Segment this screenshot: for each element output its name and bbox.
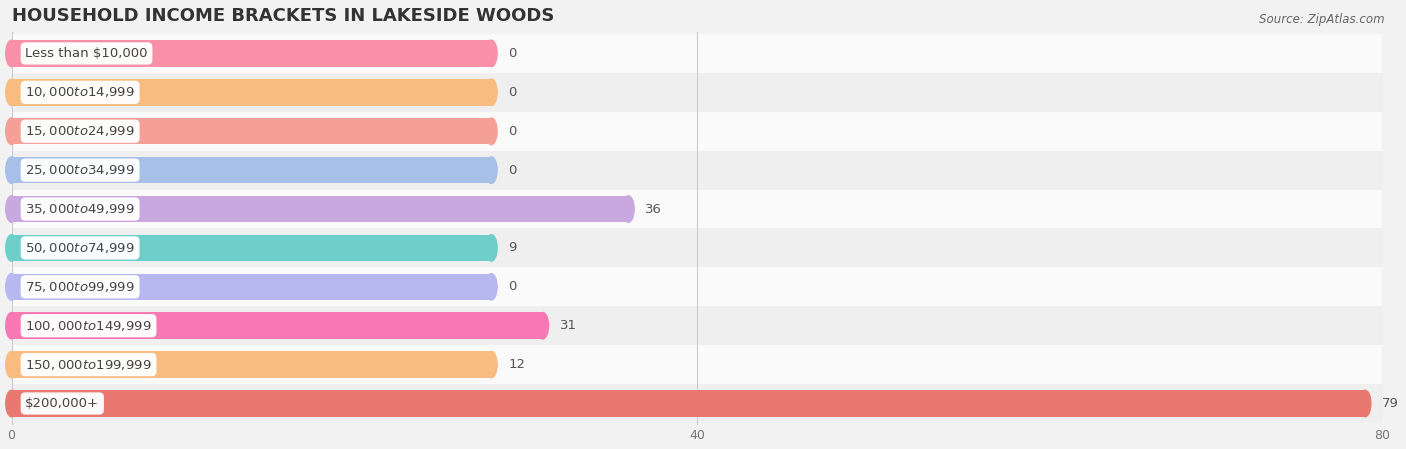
Bar [11,189,1406,229]
Bar [11,73,1406,112]
Circle shape [485,79,498,106]
Circle shape [485,40,498,66]
Bar [11,118,491,145]
Circle shape [6,118,17,145]
Text: 0: 0 [509,125,517,138]
Bar [11,345,1406,384]
Bar [11,112,1406,151]
Circle shape [6,40,17,66]
Circle shape [6,79,17,106]
Circle shape [485,352,498,378]
Text: 0: 0 [509,163,517,176]
Circle shape [6,235,17,261]
Text: $150,000 to $199,999: $150,000 to $199,999 [25,357,152,372]
Bar [11,151,1406,189]
Bar [11,157,491,183]
Text: HOUSEHOLD INCOME BRACKETS IN LAKESIDE WOODS: HOUSEHOLD INCOME BRACKETS IN LAKESIDE WO… [11,7,554,25]
Text: 12: 12 [509,358,526,371]
Circle shape [6,390,17,417]
Text: Source: ZipAtlas.com: Source: ZipAtlas.com [1260,13,1385,26]
Circle shape [485,273,498,300]
Bar [11,79,491,106]
Bar [11,196,628,222]
Text: 0: 0 [509,280,517,293]
Bar [11,34,1406,73]
Text: $100,000 to $149,999: $100,000 to $149,999 [25,319,152,333]
Circle shape [6,157,17,183]
Bar [11,384,1406,423]
Text: $75,000 to $99,999: $75,000 to $99,999 [25,280,135,294]
Bar [11,40,491,66]
Bar [11,306,1406,345]
Circle shape [485,157,498,183]
Text: 0: 0 [509,86,517,99]
Circle shape [6,273,17,300]
Circle shape [6,196,17,222]
Text: 31: 31 [560,319,576,332]
Text: 36: 36 [645,202,662,216]
Text: $15,000 to $24,999: $15,000 to $24,999 [25,124,135,138]
Circle shape [485,235,498,261]
Bar [11,267,1406,306]
Circle shape [537,313,548,339]
Bar [11,313,543,339]
Text: $35,000 to $49,999: $35,000 to $49,999 [25,202,135,216]
Text: $50,000 to $74,999: $50,000 to $74,999 [25,241,135,255]
Circle shape [623,196,634,222]
Bar [11,235,491,261]
Bar [11,229,1406,267]
Circle shape [6,313,17,339]
Bar [11,390,1365,417]
Text: 0: 0 [509,47,517,60]
Circle shape [6,352,17,378]
Circle shape [1360,390,1371,417]
Text: $200,000+: $200,000+ [25,397,100,410]
Circle shape [485,118,498,145]
Bar [11,352,491,378]
Text: 79: 79 [1382,397,1399,410]
Text: $25,000 to $34,999: $25,000 to $34,999 [25,163,135,177]
Text: 9: 9 [509,242,517,255]
Text: $10,000 to $14,999: $10,000 to $14,999 [25,85,135,99]
Text: Less than $10,000: Less than $10,000 [25,47,148,60]
Bar [11,273,491,300]
